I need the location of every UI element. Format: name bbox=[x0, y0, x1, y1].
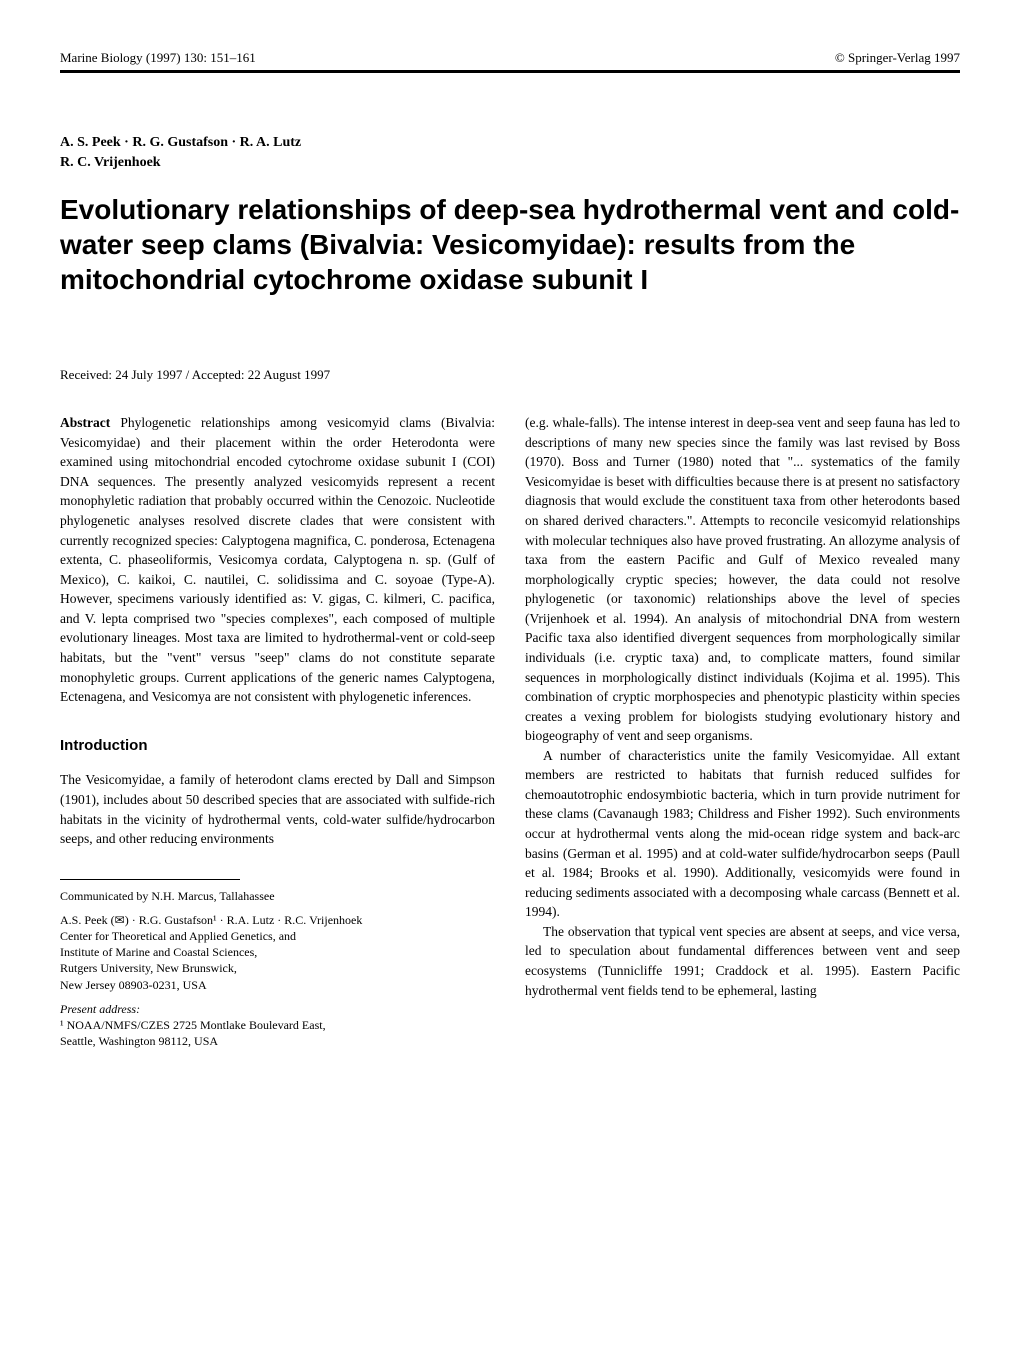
abstract-paragraph: Abstract Phylogenetic relationships amon… bbox=[60, 413, 495, 706]
article-title: Evolutionary relationships of deep-sea h… bbox=[60, 192, 960, 297]
intro-paragraph-1: The Vesicomyidae, a family of heterodont… bbox=[60, 770, 495, 848]
journal-name: Marine Biology (1997) 130: 151–161 bbox=[60, 50, 256, 66]
footnote-affiliation-l4: New Jersey 08903-0231, USA bbox=[60, 977, 495, 993]
abstract-text: Phylogenetic relationships among vesicom… bbox=[60, 415, 495, 704]
right-paragraph-2: A number of characteristics unite the fa… bbox=[525, 746, 960, 922]
right-column: (e.g. whale-falls). The intense interest… bbox=[525, 413, 960, 1049]
footnote-affiliation: A.S. Peek (✉) · R.G. Gustafson¹ · R.A. L… bbox=[60, 912, 495, 993]
authors-line-2: R. C. Vrijenhoek bbox=[60, 153, 960, 173]
left-column: Abstract Phylogenetic relationships amon… bbox=[60, 413, 495, 1049]
footnote-divider bbox=[60, 879, 240, 880]
received-dates: Received: 24 July 1997 / Accepted: 22 Au… bbox=[60, 367, 960, 383]
footnote-affiliation-l2: Institute of Marine and Coastal Sciences… bbox=[60, 944, 495, 960]
introduction-heading: Introduction bbox=[60, 735, 495, 757]
footnote-affiliation-l3: Rutgers University, New Brunswick, bbox=[60, 960, 495, 976]
footnote-present-address: Present address: ¹ NOAA/NMFS/CZES 2725 M… bbox=[60, 1001, 495, 1050]
authors-block: A. S. Peek · R. G. Gustafson · R. A. Lut… bbox=[60, 133, 960, 172]
journal-header: Marine Biology (1997) 130: 151–161 © Spr… bbox=[60, 50, 960, 73]
copyright-text: © Springer-Verlag 1997 bbox=[835, 50, 960, 66]
footnote-affiliation-l1: Center for Theoretical and Applied Genet… bbox=[60, 928, 495, 944]
two-column-layout: Abstract Phylogenetic relationships amon… bbox=[60, 413, 960, 1049]
footnote-present-label: Present address: bbox=[60, 1001, 495, 1017]
footnote-present-l2: Seattle, Washington 98112, USA bbox=[60, 1033, 495, 1049]
footnote-corresponding: A.S. Peek (✉) · R.G. Gustafson¹ · R.A. L… bbox=[60, 912, 495, 928]
footnote-block: Communicated by N.H. Marcus, Tallahassee… bbox=[60, 888, 495, 1050]
authors-line-1: A. S. Peek · R. G. Gustafson · R. A. Lut… bbox=[60, 133, 960, 153]
footnote-present-l1: ¹ NOAA/NMFS/CZES 2725 Montlake Boulevard… bbox=[60, 1017, 495, 1033]
right-paragraph-3: The observation that typical vent specie… bbox=[525, 922, 960, 1000]
footnote-communicated: Communicated by N.H. Marcus, Tallahassee bbox=[60, 888, 495, 904]
right-paragraph-1: (e.g. whale-falls). The intense interest… bbox=[525, 413, 960, 746]
abstract-label: Abstract bbox=[60, 415, 110, 430]
